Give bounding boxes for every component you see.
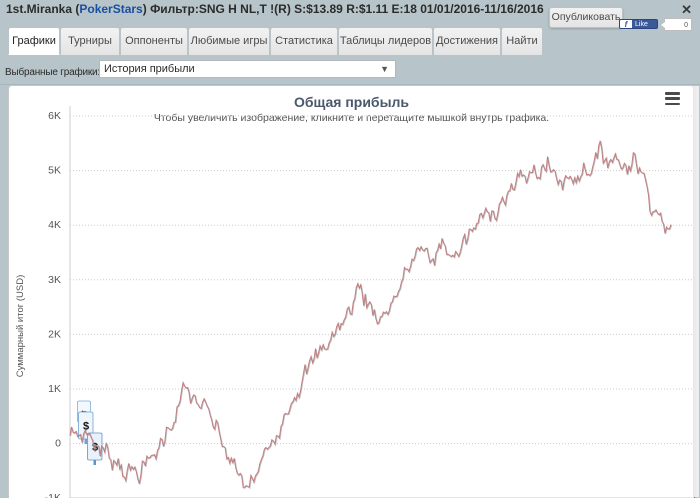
svg-text:0: 0	[55, 438, 61, 450]
svg-text:2K: 2K	[48, 328, 61, 340]
svg-text:3K: 3K	[48, 274, 61, 286]
svg-text:1K: 1K	[48, 383, 61, 395]
svg-text:Суммарный итог (USD): Суммарный итог (USD)	[15, 275, 26, 377]
svg-text:-1K: -1K	[45, 492, 61, 498]
svg-text:6K: 6K	[48, 110, 61, 122]
svg-text:5K: 5K	[48, 165, 61, 177]
svg-text:4K: 4K	[48, 219, 61, 231]
